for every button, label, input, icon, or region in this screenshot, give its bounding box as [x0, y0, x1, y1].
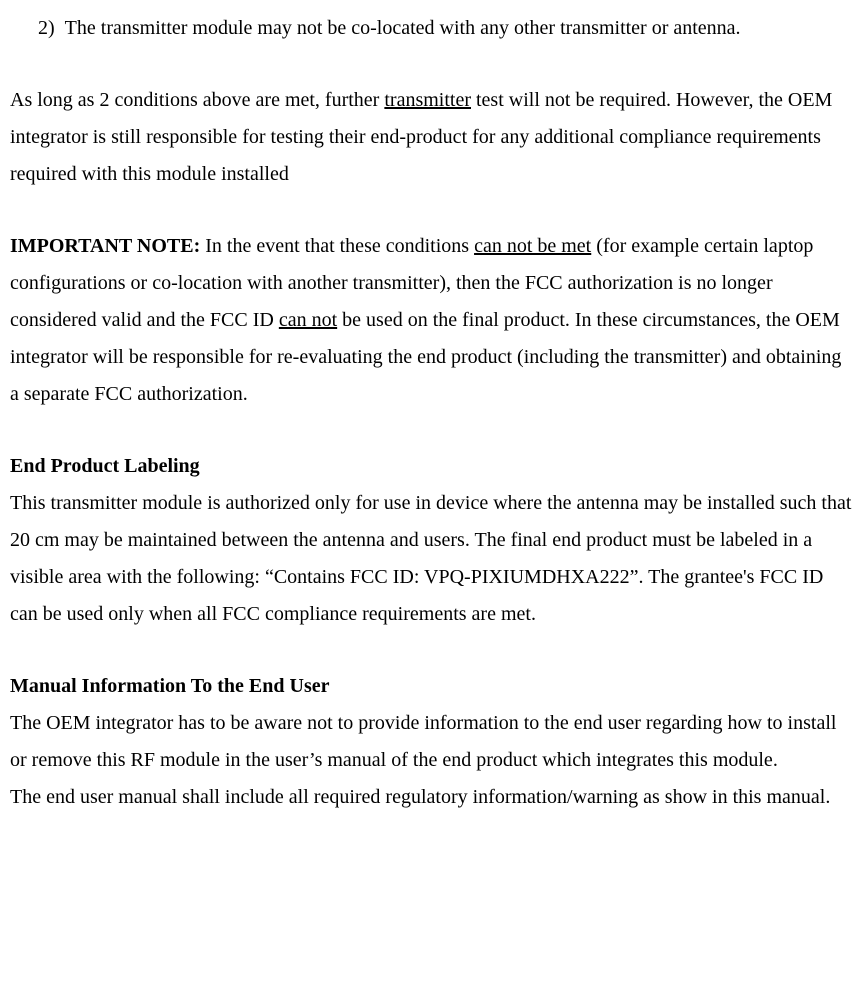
important-note-label: IMPORTANT NOTE: — [10, 235, 200, 257]
paragraph-manual-2: The end user manual shall include all re… — [10, 779, 854, 816]
heading-manual-information: Manual Information To the End User — [10, 668, 854, 705]
paragraph-end-product-labeling: This transmitter module is authorized on… — [10, 485, 854, 633]
text-seg1: In the event that these conditions — [200, 235, 474, 257]
list-number: 2) — [38, 10, 65, 47]
paragraph-conditions: As long as 2 conditions above are met, f… — [10, 82, 854, 193]
paragraph-important-note: IMPORTANT NOTE: In the event that these … — [10, 228, 854, 413]
text-underlined-transmitter: transmitter — [384, 89, 471, 111]
heading-end-product-labeling: End Product Labeling — [10, 448, 854, 485]
list-content: The transmitter module may not be co-loc… — [65, 10, 854, 47]
paragraph-manual-1: The OEM integrator has to be aware not t… — [10, 705, 854, 779]
text-pre: As long as 2 conditions above are met, f… — [10, 89, 384, 111]
list-item-2: 2) The transmitter module may not be co-… — [10, 10, 854, 47]
text-underlined-cannot-be-met: can not be met — [474, 235, 591, 257]
text-underlined-cannot: can not — [279, 309, 337, 331]
